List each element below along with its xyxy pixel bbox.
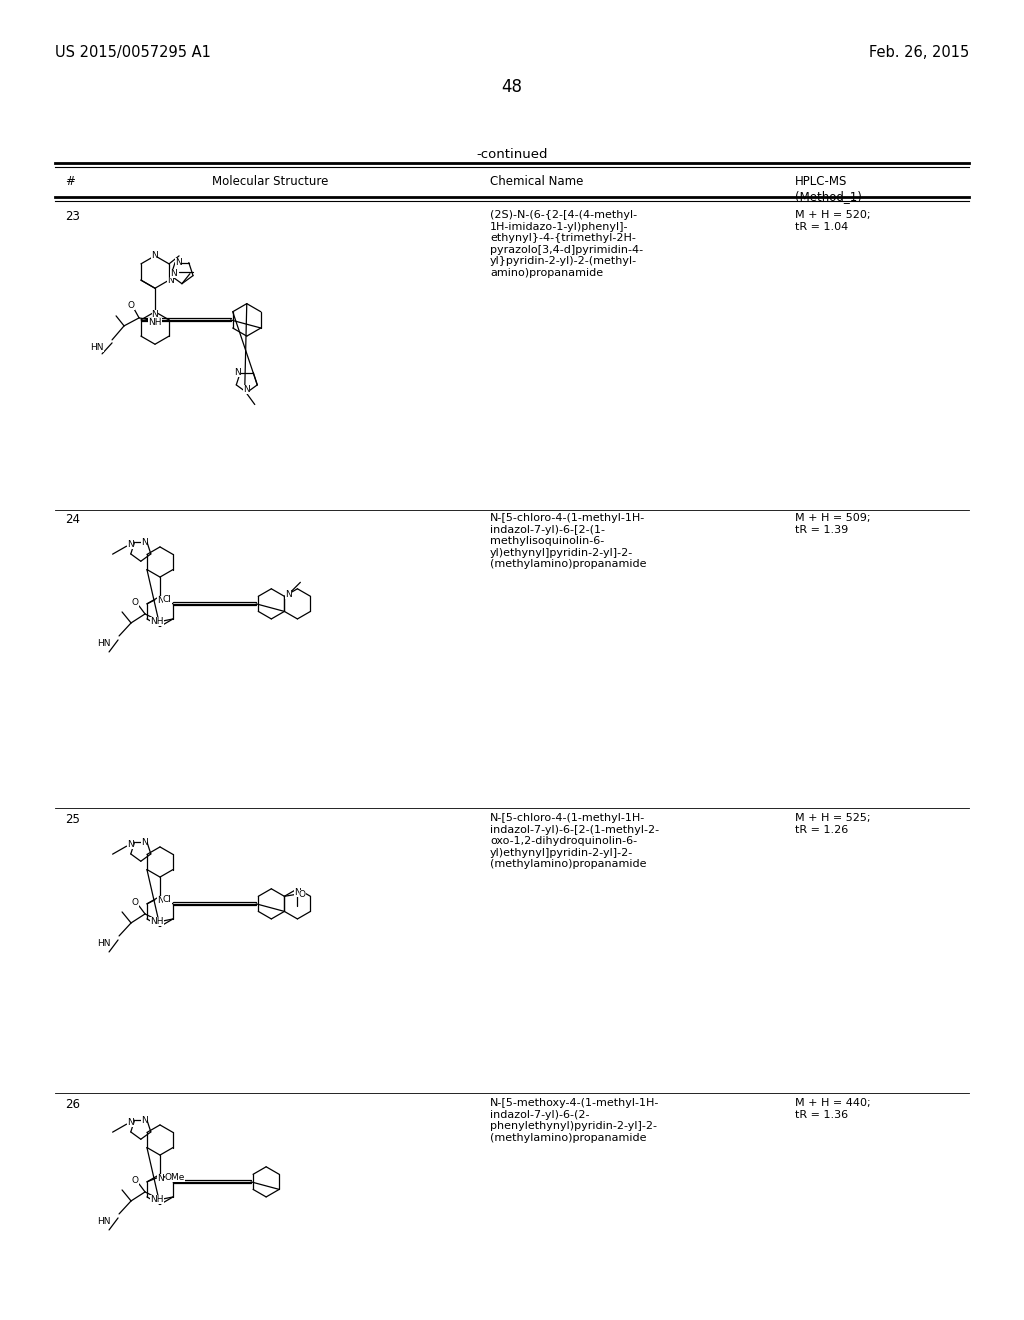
Text: N: N bbox=[244, 385, 250, 395]
Text: N: N bbox=[127, 540, 134, 549]
Text: 26: 26 bbox=[65, 1098, 80, 1111]
Text: M + H = 440;
tR = 1.36: M + H = 440; tR = 1.36 bbox=[795, 1098, 870, 1119]
Text: 48: 48 bbox=[502, 78, 522, 96]
Text: NH: NH bbox=[151, 917, 164, 927]
Text: M + H = 520;
tR = 1.04: M + H = 520; tR = 1.04 bbox=[795, 210, 870, 231]
Text: N: N bbox=[170, 269, 177, 279]
Text: N: N bbox=[140, 838, 147, 846]
Text: NH: NH bbox=[148, 318, 162, 327]
Text: N: N bbox=[151, 251, 158, 260]
Text: N-[5-chloro-4-(1-methyl-1H-
indazol-7-yl)-6-[2-(1-
methylisoquinolin-6-
yl)ethyn: N-[5-chloro-4-(1-methyl-1H- indazol-7-yl… bbox=[490, 513, 646, 569]
Text: N: N bbox=[152, 310, 159, 319]
Text: NH: NH bbox=[151, 618, 164, 627]
Text: M + H = 509;
tR = 1.39: M + H = 509; tR = 1.39 bbox=[795, 513, 870, 535]
Text: HN: HN bbox=[90, 343, 104, 352]
Text: O: O bbox=[299, 890, 306, 899]
Text: N: N bbox=[157, 1173, 164, 1183]
Text: 23: 23 bbox=[65, 210, 80, 223]
Text: Cl: Cl bbox=[163, 895, 172, 904]
Text: N: N bbox=[157, 896, 164, 904]
Text: N-[5-chloro-4-(1-methyl-1H-
indazol-7-yl)-6-[2-(1-methyl-2-
oxo-1,2-dihydroquino: N-[5-chloro-4-(1-methyl-1H- indazol-7-yl… bbox=[490, 813, 659, 870]
Text: O: O bbox=[131, 598, 138, 607]
Text: N: N bbox=[175, 257, 181, 267]
Text: HPLC-MS
(Method_1): HPLC-MS (Method_1) bbox=[795, 176, 862, 203]
Text: NH: NH bbox=[151, 1196, 164, 1204]
Text: US 2015/0057295 A1: US 2015/0057295 A1 bbox=[55, 45, 211, 59]
Text: Chemical Name: Chemical Name bbox=[490, 176, 584, 187]
Text: N: N bbox=[233, 368, 241, 378]
Text: N: N bbox=[127, 1118, 134, 1127]
Text: Feb. 26, 2015: Feb. 26, 2015 bbox=[868, 45, 969, 59]
Text: N: N bbox=[294, 888, 301, 898]
Text: Molecular Structure: Molecular Structure bbox=[212, 176, 328, 187]
Text: 24: 24 bbox=[65, 513, 80, 525]
Text: N: N bbox=[140, 1115, 147, 1125]
Text: (2S)-N-(6-{2-[4-(4-methyl-
1H-imidazo-1-yl)phenyl]-
ethynyl}-4-{trimethyl-2H-
py: (2S)-N-(6-{2-[4-(4-methyl- 1H-imidazo-1-… bbox=[490, 210, 643, 279]
Text: Cl: Cl bbox=[163, 595, 172, 605]
Text: 25: 25 bbox=[65, 813, 80, 826]
Text: HN: HN bbox=[97, 639, 111, 648]
Text: O: O bbox=[131, 1176, 138, 1185]
Text: OMe: OMe bbox=[165, 1173, 185, 1183]
Text: HN: HN bbox=[97, 1217, 111, 1226]
Text: N: N bbox=[140, 537, 147, 546]
Text: M + H = 525;
tR = 1.26: M + H = 525; tR = 1.26 bbox=[795, 813, 870, 834]
Text: O: O bbox=[128, 301, 134, 310]
Text: N: N bbox=[157, 595, 164, 605]
Text: N-[5-methoxy-4-(1-methyl-1H-
indazol-7-yl)-6-(2-
phenylethynyl)pyridin-2-yl]-2-
: N-[5-methoxy-4-(1-methyl-1H- indazol-7-y… bbox=[490, 1098, 659, 1143]
Text: N: N bbox=[127, 840, 134, 849]
Text: -continued: -continued bbox=[476, 148, 548, 161]
Text: N: N bbox=[167, 276, 173, 285]
Text: O: O bbox=[131, 899, 138, 907]
Text: HN: HN bbox=[97, 940, 111, 949]
Text: #: # bbox=[65, 176, 75, 187]
Text: N: N bbox=[285, 590, 292, 599]
